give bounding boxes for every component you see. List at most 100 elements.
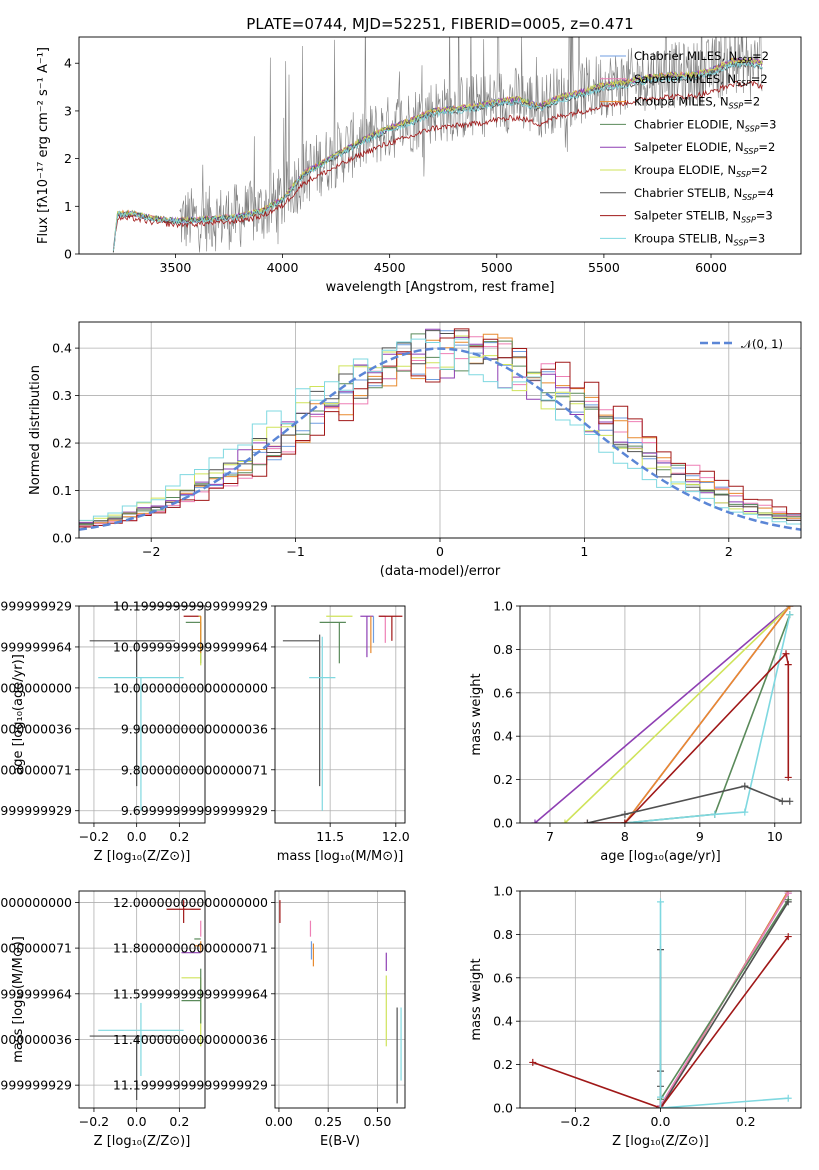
weight_vs_age-line-kroupa_stelib <box>624 614 791 823</box>
weight_vs_age-frame <box>519 605 802 824</box>
figure-title: PLATE=0744, MJD=52251, FIBERID=0005, z=0… <box>246 15 633 33</box>
weight_vs_Z-xtick-label-2: 0.2 <box>736 1114 756 1129</box>
data-layer <box>79 37 801 1108</box>
residuals-ytick-label-2: 0.2 <box>52 436 72 451</box>
age_vs_mass-xlabel: mass [log₁₀(M/M⊙)] <box>277 849 404 864</box>
residuals-xtick-label-1: −1 <box>286 544 304 559</box>
weight_vs_Z-ytick-label-0: 0.0 <box>493 1101 513 1116</box>
age_vs_Z-ytick-label-0: 9.69999999999999929 <box>0 803 72 818</box>
age_vs_Z-ytick-label-1: 9.80000000000000071 <box>0 762 72 777</box>
legend-label-kroupa_stelib: Kroupa STELIB, NSSP=3 <box>634 231 765 247</box>
mass_vs_EBV-ytick-label-4: 12.00000000000000000 <box>113 895 268 910</box>
mass_vs_EBV-xlabel: E(B-V) <box>320 1134 360 1149</box>
spectrum-xtick-label-1: 4000 <box>267 260 299 275</box>
mass_vs_Z-ylabel: mass [log₁₀(M/M⊙)] <box>11 936 26 1063</box>
weight_vs_age-marker-salpeter_stelib-4 <box>784 773 792 781</box>
legend-label-kroupa_miles: Kroupa MILES, NSSP=2 <box>634 95 760 111</box>
mass_vs_Z-xlabel: Z [log₁₀(Z/Z⊙)] <box>94 1134 191 1149</box>
residuals-ytick-label-0: 0.0 <box>52 531 72 546</box>
mass_vs_EBV-ytick-label-2: 11.59999999999999964 <box>113 986 268 1001</box>
weight_vs_Z-marker-chabrier_stelib-4 <box>784 898 792 906</box>
age_vs_Z-ylabel: age [log₁₀(age/yr)] <box>11 654 26 775</box>
age_vs_Z-frame <box>78 605 206 824</box>
mass_vs_Z-points <box>89 900 202 1101</box>
weight_vs_age-series <box>531 606 794 823</box>
mass_vs_Z-ytick-label-0: 11.19999999999999929 <box>0 1078 72 1093</box>
weight_vs_age-marker-chabrier_stelib-2 <box>741 782 749 790</box>
legend-layer: Chabrier MILES, NSSP=2 Salpeter MILES, NS… <box>600 49 783 351</box>
legend-label-salpeter_stelib: Salpeter STELIB, NSSP=3 <box>634 209 773 225</box>
weight_vs_Z-ytick-label-2: 0.4 <box>493 1014 513 1029</box>
age_vs_mass-ytick-label-4: 10.09999999999999964 <box>113 639 268 654</box>
legend-label-chabrier_stelib: Chabrier STELIB, NSSP=4 <box>634 186 774 202</box>
spectrum-ytick-label-2: 2 <box>64 151 72 166</box>
weight_vs_age-ytick-label-1: 0.2 <box>493 772 513 787</box>
weight_vs_age-marker-salpeter_stelib-2 <box>782 650 790 658</box>
weight_vs_age-xtick-label-0: 7 <box>546 829 554 844</box>
age_vs_Z-ytick-label-5: 10.19999999999999929 <box>0 599 72 614</box>
spectrum-ytick-label-3: 3 <box>64 103 72 118</box>
spectrum-lines <box>112 37 763 253</box>
normal-curve <box>79 347 801 531</box>
age_vs_mass-xtick-label-0: 11.5 <box>316 829 344 844</box>
spectrum-model-salpeter_stelib <box>112 80 763 250</box>
axes-layer: 3500 4000 4500 5000 5500 6000 0 1 2 3 4 wavelength … <box>0 36 802 1149</box>
weight_vs_age-marker-chabrier_stelib-0 <box>583 819 591 823</box>
spectrum-xlabel: wavelength [Angstrom, rest frame] <box>326 280 555 295</box>
weight_vs_age-line-kroupa_elodie <box>564 606 791 823</box>
weight_vs_Z-xtick-label-0: −0.2 <box>560 1114 590 1129</box>
weight_vs_Z-marker-salpeter_stelib-0 <box>529 1058 537 1066</box>
age_vs_mass-xtick-label-1: 12.0 <box>382 829 410 844</box>
spectrum-xtick-label-3: 5000 <box>481 260 513 275</box>
spectrum-xtick-label-2: 4500 <box>374 260 406 275</box>
weight_vs_age-xlabel: age [log₁₀(age/yr)] <box>600 849 721 864</box>
mass_vs_Z-frame <box>78 890 206 1109</box>
legend-label-chabrier_miles: Chabrier MILES, NSSP=2 <box>634 49 769 65</box>
residuals-xlabel: (data-model)/error <box>380 564 501 579</box>
age_vs_Z-xtick-label-0: −0.2 <box>79 829 109 844</box>
legend-label-kroupa_elodie: Kroupa ELODIE, NSSP=2 <box>634 163 768 179</box>
residuals-xtick-label-3: 1 <box>580 544 588 559</box>
weight_vs_Z-xtick-label-1: 0.0 <box>651 1114 671 1129</box>
weight_vs_Z-ylabel: mass weight <box>469 958 484 1040</box>
weight_vs_age-marker-salpeter_stelib-3 <box>784 661 792 669</box>
mass_vs_Z-ytick-label-4: 12.00000000000000000 <box>0 895 72 910</box>
age_vs_mass-points <box>282 615 403 811</box>
spectrum-ytick-label-1: 1 <box>64 199 72 214</box>
legend-label-normal: 𝒩(0, 1) <box>741 337 783 351</box>
weight_vs_age-line-kroupa_miles <box>624 606 791 823</box>
spectrum-model-kroupa_stelib <box>112 60 763 251</box>
spectrum-ytick-label-0: 0 <box>64 247 72 262</box>
mass_vs_EBV-ytick-label-0: 11.19999999999999929 <box>113 1078 268 1093</box>
weight_vs_Z-line-chabrier_elodie <box>659 899 789 1100</box>
age_vs_mass-frame <box>274 605 406 824</box>
mass_vs_EBV-xtick-label-0: 0.00 <box>265 1114 293 1129</box>
age_vs_Z-ytick-label-4: 10.09999999999999964 <box>0 639 72 654</box>
weight_vs_age-ylabel: mass weight <box>469 673 484 755</box>
residuals-ylabel: Normed distribution <box>28 365 43 495</box>
mass_vs_Z-ytick-label-1: 11.40000000000000036 <box>0 1032 72 1047</box>
weight_vs_age-marker-kroupa_stelib-3 <box>786 611 794 619</box>
weight_vs_age-ytick-label-5: 1.0 <box>493 599 513 614</box>
spectrum-ytick-label-4: 4 <box>64 56 72 71</box>
weight_vs_age-marker-kroupa_stelib-2 <box>741 808 749 816</box>
age_vs_mass-ytick-label-3: 10.00000000000000000 <box>113 680 268 695</box>
age_vs_mass-ytick-label-0: 9.69999999999999929 <box>121 803 268 818</box>
residuals-xtick-label-4: 2 <box>725 544 733 559</box>
weight_vs_age-marker-kroupa_elodie-0 <box>561 819 569 823</box>
histogram-kroupa_stelib <box>79 338 801 525</box>
age_vs_Z-ytick-label-3: 10.00000000000000000 <box>0 680 72 695</box>
weight_vs_Z-line-chabrier_stelib <box>659 901 789 1108</box>
mass_vs_EBV-ytick-label-1: 11.40000000000000036 <box>113 1032 268 1047</box>
mass_vs_EBV-ytick-label-3: 11.80000000000000071 <box>113 941 268 956</box>
age_vs_Z-ytick-label-2: 9.90000000000000036 <box>0 721 72 736</box>
spectrum-ylabel: Flux [fλ10⁻¹⁷ erg cm⁻² s⁻¹ A⁻¹] <box>36 47 51 244</box>
residuals-xtick-label-2: 0 <box>436 544 444 559</box>
weight_vs_Z-marker-kroupa_stelib-1 <box>657 1093 664 1101</box>
weight_vs_age-marker-chabrier_stelib-4 <box>786 797 794 805</box>
spectrum-data-line <box>179 37 763 253</box>
residuals-ytick-label-1: 0.1 <box>52 483 72 498</box>
weight_vs_age-ytick-label-3: 0.6 <box>493 685 513 700</box>
age_vs_mass-ytick-label-2: 9.90000000000000036 <box>121 721 268 736</box>
